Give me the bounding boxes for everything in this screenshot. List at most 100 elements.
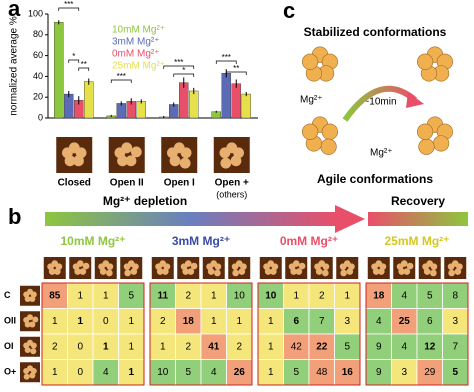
x-tick-label: Open + — [215, 178, 249, 189]
cell-label: 1 — [293, 290, 299, 301]
x-tick-label: Closed — [58, 178, 91, 189]
y-axis-label: normalized average % — [9, 16, 20, 116]
cell-label: 5 — [344, 341, 350, 352]
petal — [430, 269, 437, 277]
petal — [162, 268, 169, 275]
cell-label: 42 — [291, 341, 303, 352]
petal — [72, 263, 80, 270]
cell-label: 2 — [52, 341, 58, 352]
petal — [124, 269, 131, 277]
cell-label: 41 — [208, 341, 220, 352]
cell-label: 8 — [452, 290, 458, 301]
cell — [442, 333, 469, 360]
subunit — [321, 123, 338, 140]
cell-label: 10 — [234, 290, 246, 301]
petal — [314, 263, 321, 270]
petal — [238, 268, 246, 275]
petal — [396, 263, 404, 270]
cell-label: 2 — [319, 290, 325, 301]
petal — [29, 295, 36, 302]
bar — [231, 83, 241, 119]
significance: ** — [81, 60, 87, 69]
bracket — [58, 7, 80, 11]
cell-label: 3 — [344, 316, 350, 327]
cell-label: 5 — [128, 290, 134, 301]
micrograph — [202, 257, 225, 279]
legend-entry: 3mM Mg²⁺ — [112, 37, 160, 48]
y-tick-label: 80 — [33, 29, 43, 39]
cell-label: 1 — [77, 290, 83, 301]
micrograph — [69, 257, 92, 279]
petal — [339, 263, 347, 270]
cell-label: 1 — [236, 316, 242, 327]
panel-label: c — [283, 0, 295, 23]
cell-label: 1 — [160, 341, 166, 352]
micrograph — [228, 257, 251, 279]
cell-label: 48 — [316, 367, 328, 378]
matrix-title: 3mM Mg²⁺ — [172, 234, 230, 248]
petal — [123, 263, 131, 270]
cell — [67, 359, 94, 386]
cell-label: 85 — [49, 290, 61, 301]
matrix-title: 25mM Mg²⁺ — [384, 234, 449, 248]
petal — [180, 147, 192, 159]
cell-label: 3 — [452, 316, 458, 327]
cell — [257, 333, 284, 360]
cell-label: 5 — [185, 367, 191, 378]
petal — [30, 342, 37, 349]
row-label: OII — [4, 316, 16, 326]
cell-label: 26 — [234, 367, 246, 378]
petal — [378, 268, 385, 275]
petal — [179, 157, 191, 169]
matrix-frame — [365, 282, 469, 386]
cell-label: 6 — [427, 316, 433, 327]
micrograph — [259, 257, 282, 279]
cell — [283, 359, 310, 386]
petal — [406, 262, 414, 270]
y-tick-label: 40 — [33, 71, 43, 81]
cell-label: 5 — [452, 367, 458, 378]
cell-label: 18 — [183, 316, 195, 327]
petal — [130, 268, 138, 275]
cell — [416, 359, 443, 386]
cell-label: 9 — [376, 367, 382, 378]
petal — [422, 263, 429, 270]
cell-label: 7 — [452, 341, 458, 352]
bar — [179, 82, 189, 119]
cell-label: 9 — [376, 341, 382, 352]
bar — [241, 93, 251, 119]
petal — [295, 268, 303, 275]
petal — [98, 263, 105, 270]
petal — [73, 155, 84, 167]
cell-label: 1 — [52, 367, 58, 378]
petal — [130, 146, 142, 158]
cell — [365, 333, 392, 360]
cell-label: 1 — [268, 367, 274, 378]
micrograph — [20, 285, 40, 306]
arrow-head — [335, 205, 365, 233]
bar — [54, 22, 64, 119]
petal — [214, 269, 221, 277]
diagram-label: Agile conformations — [317, 172, 433, 186]
subunit — [302, 53, 319, 70]
petal — [30, 348, 37, 355]
cell-label: 1 — [52, 316, 58, 327]
petal — [106, 263, 114, 270]
cell — [283, 282, 310, 309]
cell-label: 1 — [268, 341, 274, 352]
petal — [62, 147, 73, 159]
y-tick-label: 100 — [28, 8, 43, 18]
time-label: ~10min — [363, 97, 396, 108]
cell — [257, 282, 284, 309]
bar — [64, 93, 74, 119]
petal — [206, 263, 213, 270]
significance: ** — [233, 64, 239, 73]
significance: * — [182, 66, 185, 75]
cell — [391, 359, 418, 386]
petal — [231, 263, 239, 270]
cell — [92, 359, 119, 386]
cell-label: 18 — [373, 290, 385, 301]
cell — [391, 333, 418, 360]
cell — [92, 308, 119, 335]
